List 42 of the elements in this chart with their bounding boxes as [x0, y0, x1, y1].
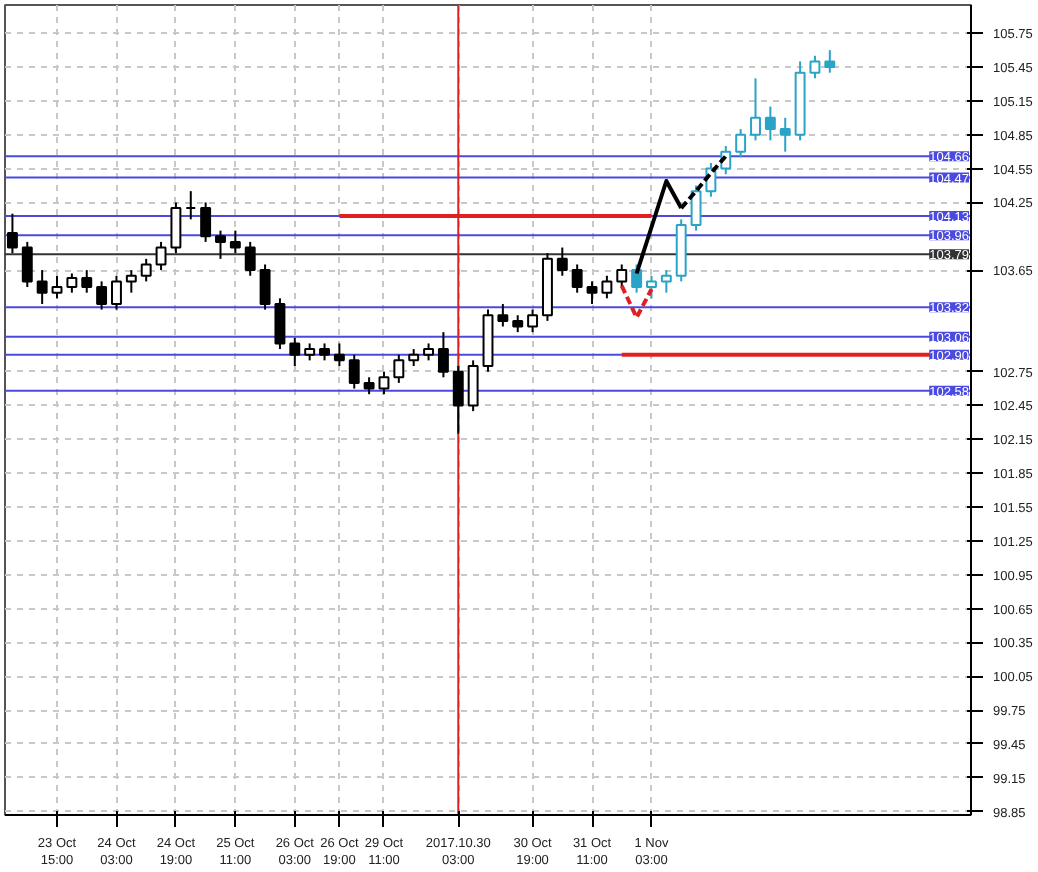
candlestick — [497, 302, 509, 328]
candlestick — [170, 201, 182, 255]
candlestick — [571, 263, 583, 294]
candlestick — [200, 201, 212, 243]
candlestick — [616, 263, 628, 289]
candlestick — [140, 257, 152, 283]
candlestick — [244, 240, 256, 277]
candlestick — [809, 54, 821, 80]
candlestick — [36, 269, 48, 305]
candlestick — [96, 280, 108, 311]
candlestick — [586, 280, 598, 305]
candlestick — [437, 331, 449, 379]
candlestick — [348, 353, 360, 390]
candlestick — [393, 353, 405, 384]
candlestick — [125, 269, 137, 294]
candlestick — [81, 269, 93, 294]
candlestick — [646, 274, 657, 300]
candlestick — [111, 274, 122, 311]
candlestick — [21, 240, 33, 289]
candlestick — [824, 49, 836, 74]
candlestick — [735, 128, 747, 159]
candlestick — [660, 269, 672, 294]
candlestick — [333, 342, 345, 367]
candlestick — [690, 184, 702, 232]
candlestick — [601, 274, 613, 300]
candlestick — [51, 274, 63, 300]
candlestick — [527, 308, 539, 334]
candlestick — [289, 336, 301, 367]
candlestick — [764, 105, 776, 142]
candlestick — [155, 240, 167, 272]
candlestick — [750, 77, 761, 142]
candlestick — [779, 116, 791, 153]
candlestick — [6, 212, 18, 255]
candlestick — [66, 272, 78, 294]
candlestick — [215, 229, 226, 260]
candlestick — [452, 365, 464, 435]
candlestick — [467, 359, 479, 413]
candlestick — [556, 246, 568, 277]
candlestick — [259, 263, 271, 311]
candlestick — [229, 229, 241, 255]
candlestick — [274, 297, 286, 351]
candlestick — [378, 370, 390, 396]
